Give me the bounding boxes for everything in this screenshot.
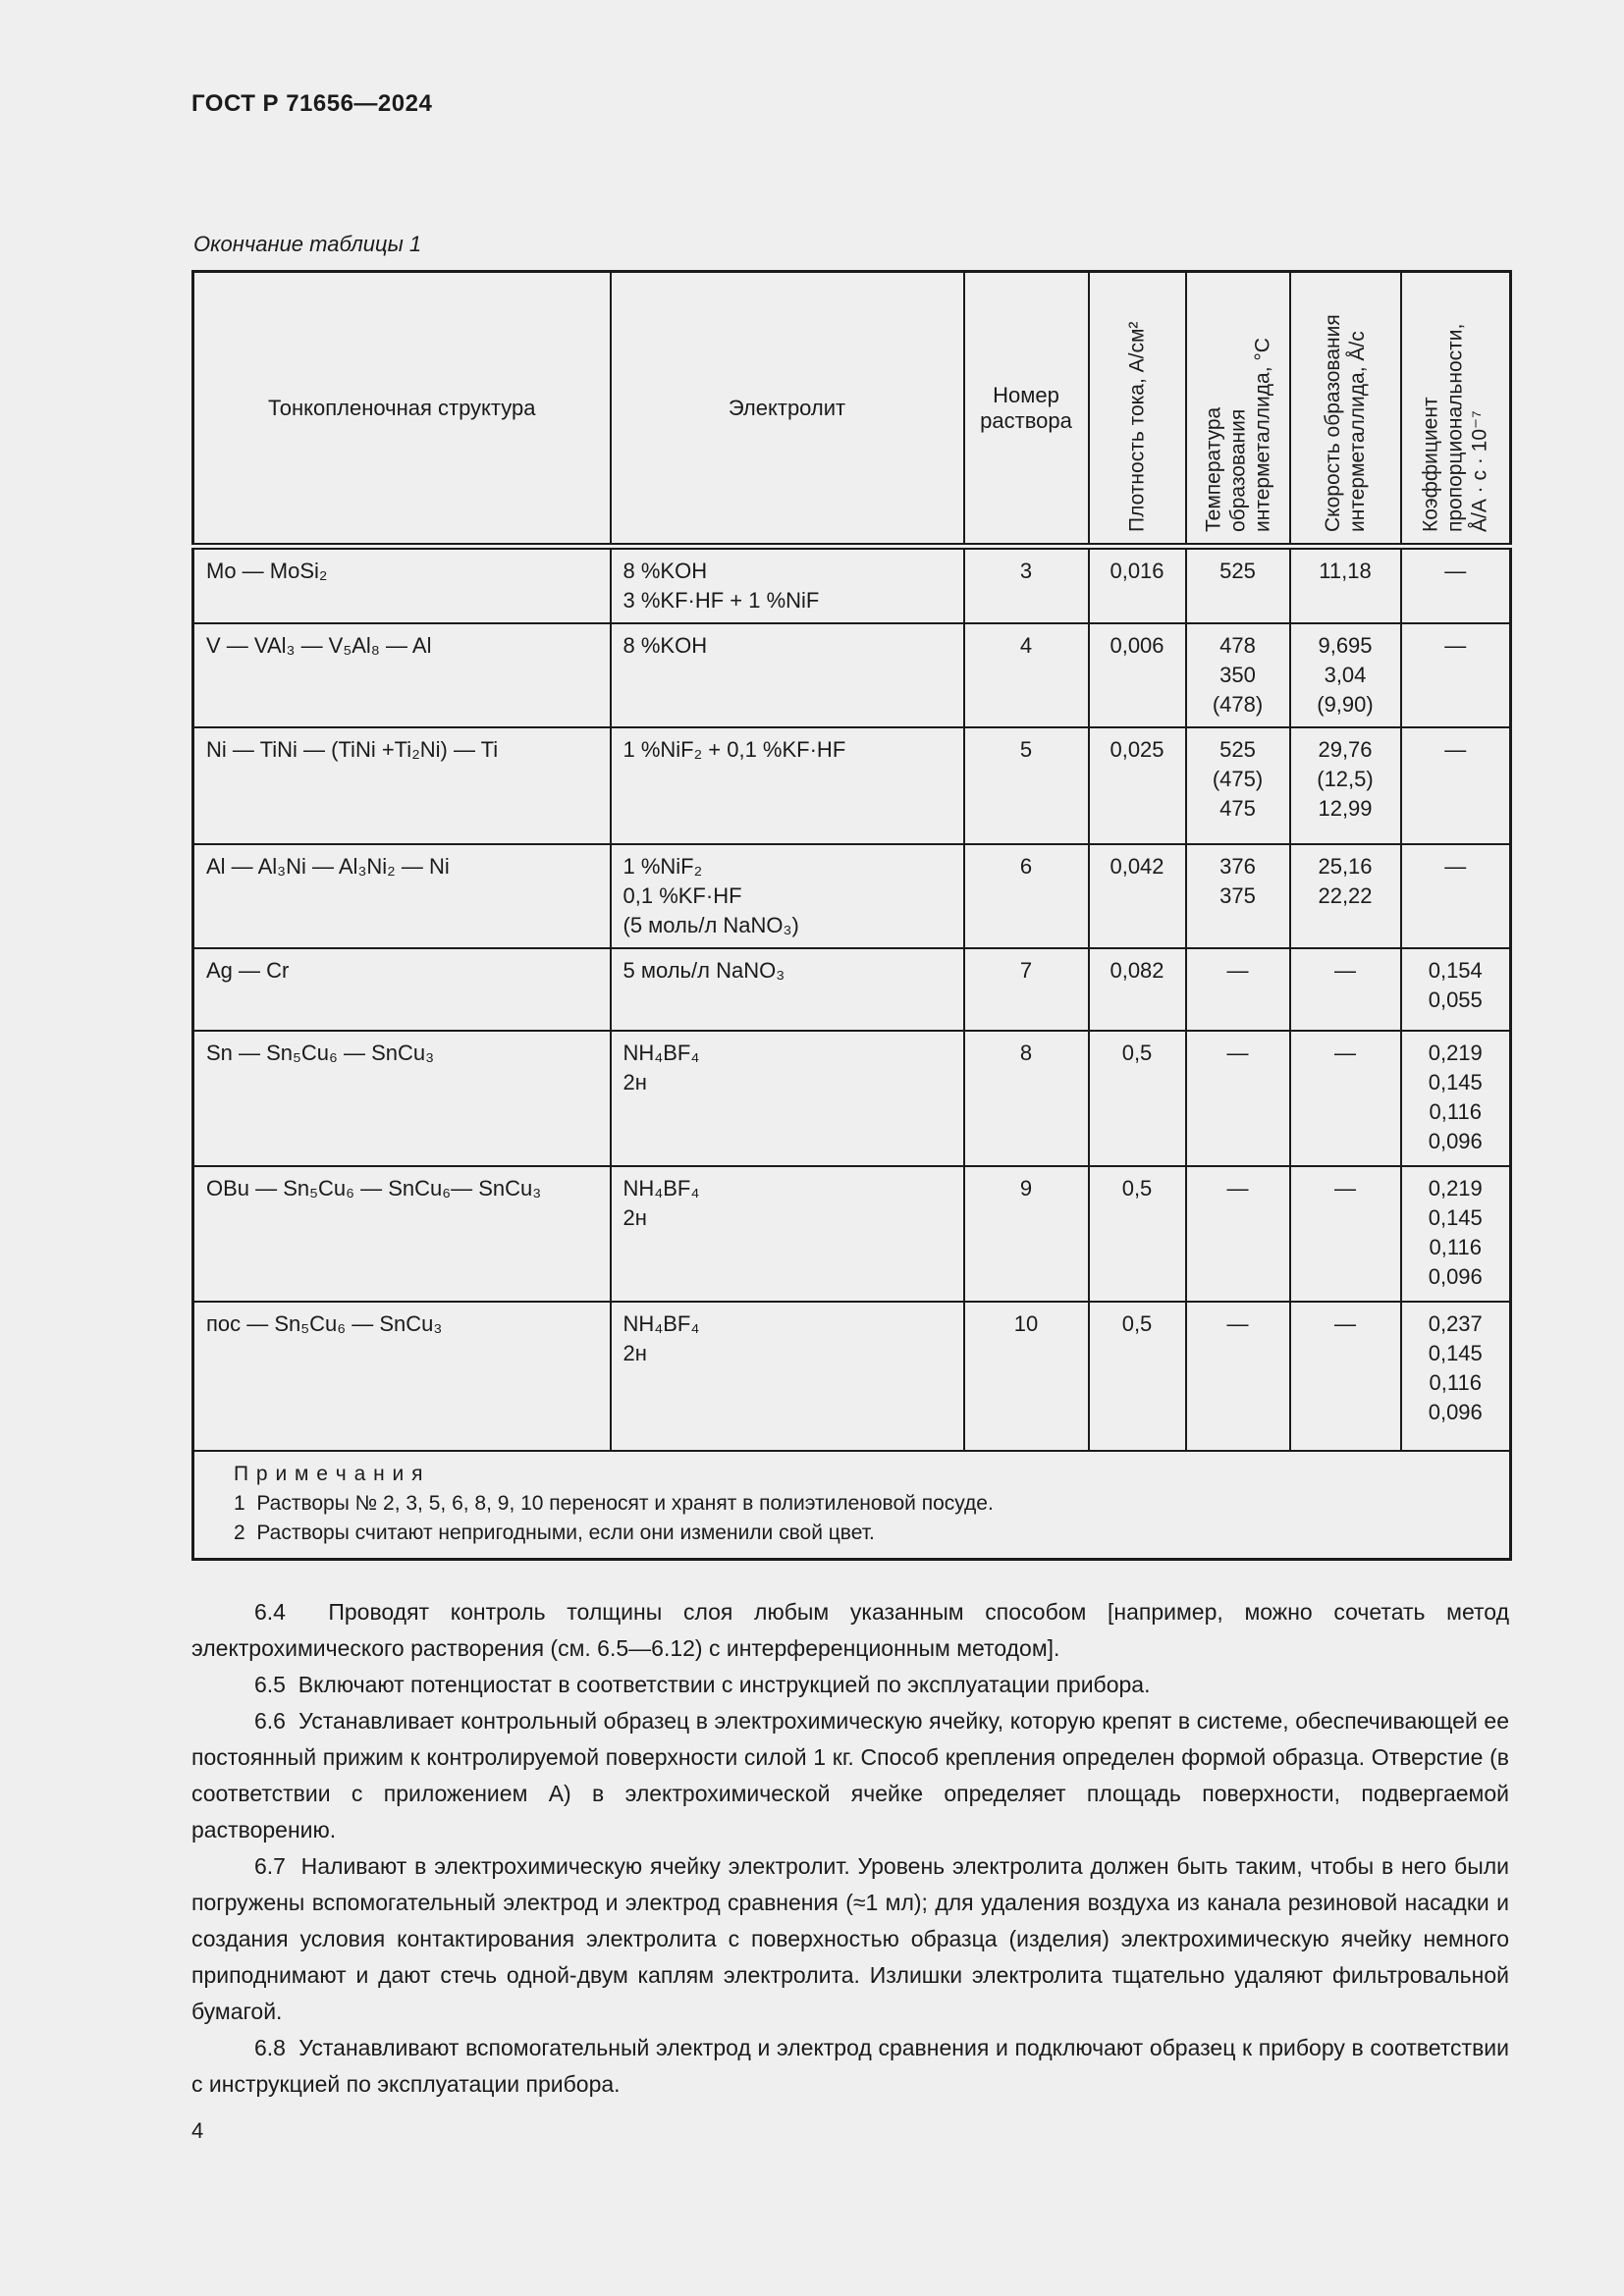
paragraph-6-5: 6.5 Включают потенциостат в соответствии… — [254, 1672, 1151, 1697]
column-header-electrolyte-label: Электролит — [728, 395, 846, 420]
cell-current-density: 0,5 — [1087, 1165, 1187, 1303]
cell-structure: Al — Al₃Ni — Al₃Ni₂ — Ni — [191, 843, 612, 949]
cell-electrolyte: NH₄BF₄ 2н — [609, 1301, 965, 1452]
cell-formation-temperature: — — [1184, 1301, 1291, 1452]
cell-electrolyte: NH₄BF₄ 2н — [609, 1030, 965, 1167]
cell-structure: V — VAl₃ — V₅Al₈ — Al — [191, 622, 612, 728]
column-header-structure: Тонкопленочная структура — [191, 270, 612, 550]
cell-proportionality-coefficient: — — [1399, 622, 1512, 728]
cell-formation-temperature: — — [1184, 1165, 1291, 1303]
cell-formation-temperature: 525 (475) 475 — [1184, 726, 1291, 845]
cell-proportionality-coefficient: 0,219 0,145 0,116 0,096 — [1399, 1165, 1512, 1303]
table-caption: Окончание таблицы 1 — [193, 232, 422, 256]
cell-proportionality-coefficient: — — [1399, 726, 1512, 845]
cell-formation-rate: 29,76 (12,5) 12,99 — [1288, 726, 1402, 845]
cell-structure: Ni — TiNi — (TiNi +Ti₂Ni) — Ti — [191, 726, 612, 845]
table-row: Mo — MoSi₂ 8 %KOH 3 %KF·HF + 1 %NiF 3 0,… — [191, 545, 1512, 624]
cell-formation-rate: — — [1288, 1301, 1402, 1452]
cell-proportionality-coefficient: — — [1399, 545, 1512, 624]
cell-structure: пос — Sn₅Cu₆ — SnCu₃ — [191, 1301, 612, 1452]
note-item: 2 Растворы считают непригодными, если он… — [234, 1522, 875, 1544]
cell-formation-rate: 9,695 3,04 (9,90) — [1288, 622, 1402, 728]
cell-formation-temperature: 525 — [1184, 545, 1291, 624]
solutions-table: Тонкопленочная структура Электролит Номе… — [191, 270, 1512, 1561]
cell-electrolyte: 8 %KOH — [609, 622, 965, 728]
cell-structure: Mo — MoSi₂ — [191, 545, 612, 624]
cell-current-density: 0,082 — [1087, 947, 1187, 1032]
column-header-proportionality-coefficient: Коэффициент пропорциональности, Å/А · с … — [1399, 270, 1512, 550]
cell-electrolyte: 5 моль/л NaNO₃ — [609, 947, 965, 1032]
table-row: Sn — Sn₅Cu₆ — SnCu₃ NH₄BF₄ 2н 8 0,5 — — … — [191, 1030, 1512, 1167]
note-item: 1 Растворы № 2, 3, 5, 6, 8, 9, 10 перено… — [234, 1492, 994, 1515]
cell-formation-temperature: — — [1184, 947, 1291, 1032]
cell-proportionality-coefficient: 0,154 0,055 — [1399, 947, 1512, 1032]
cell-proportionality-coefficient: 0,237 0,145 0,116 0,096 — [1399, 1301, 1512, 1452]
column-header-formation-rate-label: Скорость образования интерметаллида, Å/с — [1322, 313, 1369, 532]
cell-formation-temperature: — — [1184, 1030, 1291, 1167]
cell-electrolyte: 8 %KOH 3 %KF·HF + 1 %NiF — [609, 545, 965, 624]
table-notes-row: П р и м е ч а н и я 1 Растворы № 2, 3, 5… — [191, 1450, 1512, 1561]
cell-solution-number: 8 — [962, 1030, 1090, 1167]
cell-solution-number: 5 — [962, 726, 1090, 845]
cell-solution-number: 7 — [962, 947, 1090, 1032]
cell-current-density: 0,025 — [1087, 726, 1187, 845]
column-header-formation-temperature-label: Температура образования интерметаллида, … — [1202, 337, 1273, 532]
column-header-solution-number: Номер раствора — [962, 270, 1090, 550]
cell-electrolyte: 1 %NiF₂ 0,1 %KF·HF (5 моль/л NaNO₃) — [609, 843, 965, 949]
paragraph-6-6: 6.6 Устанавливает контрольный образец в … — [191, 1708, 1509, 1842]
cell-current-density: 0,006 — [1087, 622, 1187, 728]
cell-electrolyte: 1 %NiF₂ + 0,1 %KF·HF — [609, 726, 965, 845]
table-row: Al — Al₃Ni — Al₃Ni₂ — Ni 1 %NiF₂ 0,1 %KF… — [191, 843, 1512, 949]
column-header-formation-rate: Скорость образования интерметаллида, Å/с — [1288, 270, 1402, 550]
column-header-solution-number-label: Номер раствора — [980, 382, 1072, 433]
table-row: Ni — TiNi — (TiNi +Ti₂Ni) — Ti 1 %NiF₂ +… — [191, 726, 1512, 845]
table-header-row: Тонкопленочная структура Электролит Номе… — [191, 270, 1512, 550]
cell-solution-number: 6 — [962, 843, 1090, 949]
cell-current-density: 0,016 — [1087, 545, 1187, 624]
table-row: Ag — Cr 5 моль/л NaNO₃ 7 0,082 — — 0,154… — [191, 947, 1512, 1032]
column-header-proportionality-coefficient-label: Коэффициент пропорциональности, Å/А · с … — [1419, 323, 1491, 532]
paragraph-6-8: 6.8 Устанавливают вспомогательный электр… — [191, 2035, 1509, 2097]
column-header-electrolyte: Электролит — [609, 270, 965, 550]
notes-title: П р и м е ч а н и я — [234, 1463, 424, 1485]
column-header-current-density-label: Плотность тока, А/см² — [1125, 321, 1149, 532]
cell-structure: Ag — Cr — [191, 947, 612, 1032]
cell-proportionality-coefficient: 0,219 0,145 0,116 0,096 — [1399, 1030, 1512, 1167]
cell-proportionality-coefficient: — — [1399, 843, 1512, 949]
cell-formation-rate: — — [1288, 1030, 1402, 1167]
cell-formation-temperature: 478 350 (478) — [1184, 622, 1291, 728]
table-row: V — VAl₃ — V₅Al₈ — Al 8 %KOH 4 0,006 478… — [191, 622, 1512, 728]
cell-structure: Sn — Sn₅Cu₆ — SnCu₃ — [191, 1030, 612, 1167]
cell-electrolyte: NH₄BF₄ 2н — [609, 1165, 965, 1303]
table-row: OBu — Sn₅Cu₆ — SnCu₆— SnCu₃ NH₄BF₄ 2н 9 … — [191, 1165, 1512, 1303]
cell-current-density: 0,5 — [1087, 1301, 1187, 1452]
cell-formation-rate: — — [1288, 1165, 1402, 1303]
paragraph-6-4: 6.4 Проводят контроль толщины слоя любым… — [191, 1599, 1509, 1661]
page-number: 4 — [191, 2118, 204, 2143]
cell-formation-temperature: 376 375 — [1184, 843, 1291, 949]
notes-cell: П р и м е ч а н и я 1 Растворы № 2, 3, 5… — [191, 1450, 1512, 1561]
column-header-structure-label: Тонкопленочная структура — [268, 395, 536, 420]
cell-solution-number: 4 — [962, 622, 1090, 728]
cell-current-density: 0,042 — [1087, 843, 1187, 949]
cell-formation-rate: — — [1288, 947, 1402, 1032]
standard-code-header: ГОСТ Р 71656—2024 — [191, 90, 433, 117]
cell-solution-number: 3 — [962, 545, 1090, 624]
paragraph-6-7: 6.7 Наливают в электрохимическую ячейку … — [191, 1853, 1509, 2024]
cell-formation-rate: 25,16 22,22 — [1288, 843, 1402, 949]
column-header-formation-temperature: Температура образования интерметаллида, … — [1184, 270, 1291, 550]
cell-solution-number: 10 — [962, 1301, 1090, 1452]
cell-formation-rate: 11,18 — [1288, 545, 1402, 624]
table-row: пос — Sn₅Cu₆ — SnCu₃ NH₄BF₄ 2н 10 0,5 — … — [191, 1301, 1512, 1452]
cell-structure: OBu — Sn₅Cu₆ — SnCu₆— SnCu₃ — [191, 1165, 612, 1303]
section-body-text: 6.4 Проводят контроль толщины слоя любым… — [191, 1594, 1509, 2103]
column-header-current-density: Плотность тока, А/см² — [1087, 270, 1187, 550]
cell-solution-number: 9 — [962, 1165, 1090, 1303]
cell-current-density: 0,5 — [1087, 1030, 1187, 1167]
